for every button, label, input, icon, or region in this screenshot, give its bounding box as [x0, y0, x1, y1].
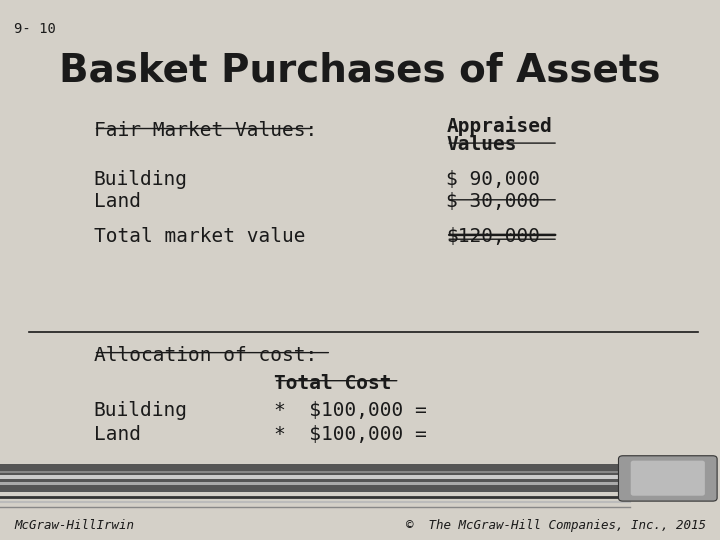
- FancyBboxPatch shape: [631, 461, 705, 496]
- Bar: [0, 464, 630, 492]
- Text: Land: Land: [94, 425, 140, 444]
- Text: $120,000: $120,000: [446, 227, 541, 246]
- Text: Basket Purchases of Assets: Basket Purchases of Assets: [59, 51, 661, 89]
- Text: Total market value: Total market value: [94, 227, 305, 246]
- Bar: [0, 471, 630, 474]
- Text: Appraised: Appraised: [446, 116, 552, 136]
- Text: *  $100,000 =: * $100,000 =: [274, 425, 426, 444]
- Text: Building: Building: [94, 401, 188, 420]
- Text: ©  The McGraw-Hill Companies, Inc., 2015: © The McGraw-Hill Companies, Inc., 2015: [405, 519, 706, 532]
- Text: Total Cost: Total Cost: [274, 374, 391, 393]
- Text: Fair Market Values:: Fair Market Values:: [94, 122, 317, 140]
- Text: $ 30,000: $ 30,000: [446, 192, 541, 211]
- Bar: [0, 482, 630, 484]
- Text: *  $100,000 =: * $100,000 =: [274, 401, 426, 420]
- Text: 9- 10: 9- 10: [14, 22, 56, 36]
- FancyBboxPatch shape: [618, 456, 717, 501]
- Text: McGraw-HillIrwin: McGraw-HillIrwin: [14, 519, 135, 532]
- Text: Building: Building: [94, 170, 188, 189]
- Bar: [0, 475, 630, 479]
- Text: $ 90,000: $ 90,000: [446, 170, 541, 189]
- Text: Land: Land: [94, 192, 140, 211]
- Text: Allocation of cost:: Allocation of cost:: [94, 346, 317, 365]
- Text: Values: Values: [446, 135, 517, 154]
